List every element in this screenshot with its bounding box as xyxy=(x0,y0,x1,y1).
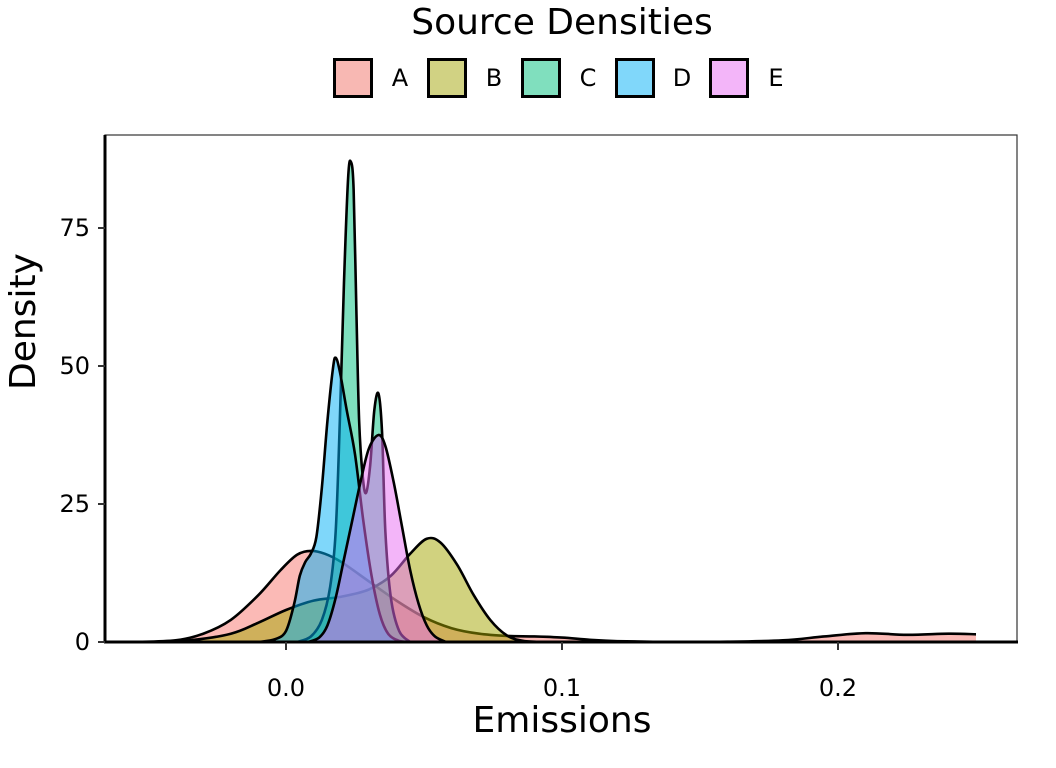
x-axis-label: Emissions xyxy=(472,700,652,741)
y-axis-label: Density xyxy=(3,253,44,390)
x-tick-0-1: 0.1 xyxy=(542,674,582,702)
legend-item-d: D xyxy=(615,58,709,98)
legend-item-e: E xyxy=(709,58,803,98)
legend-label-e: E xyxy=(768,64,784,92)
legend-swatch-d xyxy=(615,58,655,98)
x-tick-0-0: 0.0 xyxy=(266,674,306,702)
legend-item-b: B xyxy=(427,58,521,98)
legend-label-c: C xyxy=(579,64,597,92)
legend-label-d: D xyxy=(672,64,692,92)
x-tick-0-2: 0.2 xyxy=(818,674,858,702)
density-line-e xyxy=(307,433,447,644)
axis-ticks xyxy=(98,227,839,650)
plot-frame xyxy=(104,134,1018,643)
density-fill-d xyxy=(258,357,411,642)
legend-swatch-c xyxy=(521,58,561,98)
legend-swatch-a xyxy=(333,58,373,98)
y-tick-0: 0 xyxy=(74,628,90,656)
chart-title: Source Densities xyxy=(411,2,713,43)
density-fill-e xyxy=(308,434,447,642)
legend-item-c: C xyxy=(521,58,615,98)
y-tick-75: 75 xyxy=(59,214,90,242)
legend-item-a: A xyxy=(333,58,427,98)
density-fill-b xyxy=(148,537,549,642)
density-curves xyxy=(134,159,977,644)
y-tick-25: 25 xyxy=(59,490,90,518)
legend: A B C D E xyxy=(333,58,803,98)
legend-swatch-e xyxy=(709,58,749,98)
legend-swatch-b xyxy=(427,58,467,98)
legend-label-b: B xyxy=(485,64,503,92)
legend-label-a: A xyxy=(391,64,409,92)
y-tick-50: 50 xyxy=(59,352,90,380)
